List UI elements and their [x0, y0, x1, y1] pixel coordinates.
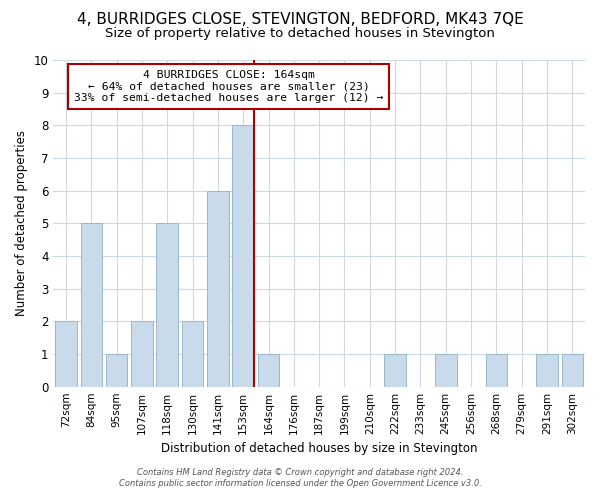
- Bar: [55, 322, 77, 386]
- Text: Contains HM Land Registry data © Crown copyright and database right 2024.
Contai: Contains HM Land Registry data © Crown c…: [119, 468, 481, 487]
- Bar: [435, 354, 457, 386]
- Bar: [385, 354, 406, 386]
- Bar: [106, 354, 127, 386]
- Bar: [80, 224, 102, 386]
- Bar: [258, 354, 279, 386]
- Y-axis label: Number of detached properties: Number of detached properties: [15, 130, 28, 316]
- Text: Size of property relative to detached houses in Stevington: Size of property relative to detached ho…: [105, 28, 495, 40]
- Text: 4, BURRIDGES CLOSE, STEVINGTON, BEDFORD, MK43 7QE: 4, BURRIDGES CLOSE, STEVINGTON, BEDFORD,…: [77, 12, 523, 28]
- Bar: [485, 354, 507, 386]
- Bar: [232, 126, 254, 386]
- Bar: [131, 322, 152, 386]
- Bar: [207, 190, 229, 386]
- Bar: [562, 354, 583, 386]
- Bar: [536, 354, 558, 386]
- X-axis label: Distribution of detached houses by size in Stevington: Distribution of detached houses by size …: [161, 442, 478, 455]
- Bar: [182, 322, 203, 386]
- Text: 4 BURRIDGES CLOSE: 164sqm
← 64% of detached houses are smaller (23)
33% of semi-: 4 BURRIDGES CLOSE: 164sqm ← 64% of detac…: [74, 70, 383, 103]
- Bar: [157, 224, 178, 386]
